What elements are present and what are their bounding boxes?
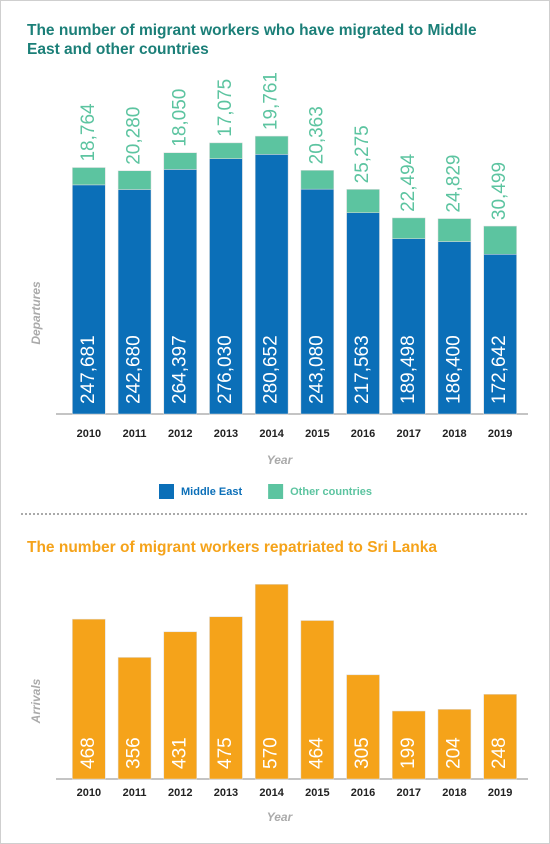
value-label: 172,642	[489, 335, 510, 404]
bar	[300, 620, 335, 780]
bar	[209, 142, 243, 159]
value-label: 199	[398, 737, 419, 769]
x-tick-label: 2018	[442, 787, 466, 799]
x-tick-label: 2015	[305, 787, 329, 799]
value-label: 30,499	[489, 162, 510, 220]
value-label: 217,563	[352, 335, 373, 404]
value-label: 189,498	[398, 335, 419, 404]
x-tick-label: 2013	[214, 787, 238, 799]
value-label: 570	[261, 737, 282, 769]
bar	[163, 631, 197, 780]
bar	[392, 217, 426, 239]
value-label: 18,764	[78, 103, 99, 162]
value-label: 20,280	[124, 107, 145, 165]
value-label: 204	[443, 737, 464, 769]
x-tick-label: 2018	[442, 428, 466, 440]
chart-title: The number of migrant workers who have m…	[27, 22, 477, 58]
x-tick-label: 2014	[259, 428, 284, 440]
x-tick-label: 2017	[397, 787, 421, 799]
bar	[72, 618, 106, 780]
x-tick-label: 2017	[397, 428, 421, 440]
value-label: 280,652	[261, 335, 282, 404]
bar	[437, 709, 472, 780]
bar	[163, 169, 197, 415]
x-tick-label: 2016	[351, 428, 375, 440]
x-tick-label: 2016	[351, 787, 375, 799]
bar	[483, 694, 517, 780]
value-label: 276,030	[215, 335, 236, 404]
value-label: 264,397	[169, 335, 190, 404]
x-axis-title: Year	[267, 453, 294, 467]
value-label: 431	[169, 737, 190, 769]
value-label: 186,400	[443, 335, 464, 404]
y-axis-title: Arrivals	[29, 678, 43, 724]
value-label: 475	[215, 737, 236, 769]
legend-label: Other countries	[290, 486, 372, 498]
bar	[117, 657, 152, 780]
legend-swatch	[159, 484, 174, 499]
value-label: 24,829	[443, 154, 464, 212]
x-tick-label: 2011	[123, 428, 147, 440]
value-label: 18,050	[169, 89, 190, 147]
chart-title: The number of migrant workers repatriate…	[27, 539, 437, 556]
value-label: 248	[489, 737, 510, 769]
legend-swatch	[268, 484, 284, 499]
bar	[117, 170, 152, 190]
bar	[209, 616, 243, 780]
bar	[300, 188, 335, 415]
value-label: 17,075	[215, 79, 236, 137]
value-label: 19,761	[261, 72, 282, 130]
x-tick-label: 2019	[488, 787, 512, 799]
x-tick-label: 2011	[123, 787, 147, 799]
value-label: 305	[352, 737, 373, 769]
value-label: 25,275	[352, 125, 373, 183]
bar	[254, 135, 289, 155]
bar	[437, 241, 472, 415]
bar	[483, 225, 517, 255]
x-tick-label: 2013	[214, 428, 238, 440]
y-axis-title: Departures	[29, 281, 43, 345]
bar	[209, 158, 243, 415]
x-tick-label: 2015	[305, 428, 329, 440]
value-label: 356	[124, 737, 145, 769]
value-label: 242,680	[124, 335, 145, 404]
x-axis-title: Year	[267, 810, 294, 824]
bar	[346, 212, 380, 415]
value-label: 464	[306, 737, 327, 769]
value-label: 20,363	[306, 106, 327, 164]
x-tick-label: 2019	[488, 428, 512, 440]
legend-label: Middle East	[181, 486, 242, 498]
bar	[392, 238, 426, 415]
x-tick-label: 2010	[77, 787, 101, 799]
bar	[300, 170, 335, 190]
bar	[163, 152, 197, 170]
value-label: 247,681	[78, 335, 99, 404]
bar	[483, 254, 517, 415]
value-label: 243,080	[306, 335, 327, 404]
value-label: 468	[78, 737, 99, 769]
bar	[346, 674, 380, 780]
x-tick-label: 2012	[168, 787, 192, 799]
bar	[72, 184, 106, 415]
bar	[437, 218, 472, 242]
bar	[346, 189, 380, 214]
bar	[72, 167, 106, 186]
bar	[117, 189, 152, 415]
x-tick-label: 2014	[259, 787, 284, 799]
x-tick-label: 2010	[77, 428, 101, 440]
value-label: 22,494	[398, 153, 419, 212]
bar	[254, 584, 289, 780]
bar	[392, 710, 426, 780]
x-tick-label: 2012	[168, 428, 192, 440]
